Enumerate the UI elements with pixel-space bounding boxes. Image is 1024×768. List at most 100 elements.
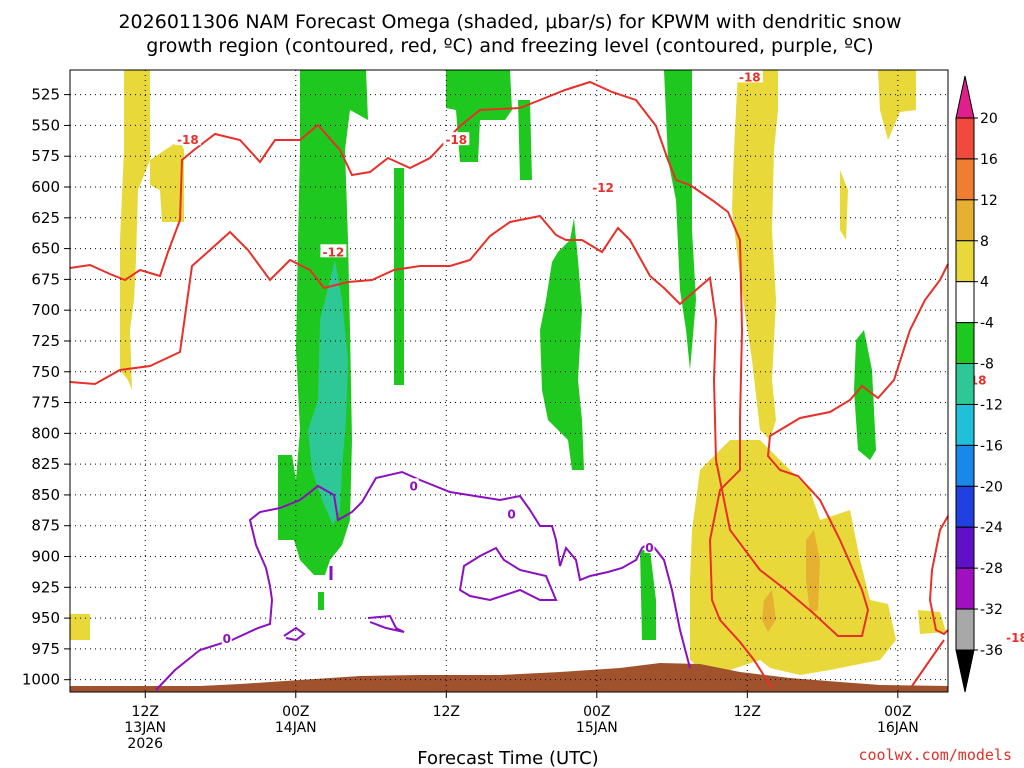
colorbar-tick-label: -28: [980, 561, 1003, 577]
x-axis-label: Forecast Time (UTC): [417, 748, 598, 768]
colorbar-bin: [955, 608, 975, 651]
colorbar-tick-label: 16: [980, 152, 998, 168]
contour-label: 0: [645, 541, 653, 555]
y-tick-label: 650: [31, 240, 60, 258]
freezing-level-loop: [283, 626, 306, 642]
y-tick-label: 675: [31, 270, 60, 288]
freezing-level-loop: [367, 614, 405, 633]
contour-label-bg: [506, 506, 517, 520]
x-tick-label: 16JAN: [877, 720, 919, 736]
contour-label: -12: [592, 181, 614, 195]
contour-label-bg: [320, 244, 347, 258]
colorbar-under-triangle: [955, 649, 975, 693]
colorbar-bin: [955, 403, 975, 446]
y-tick-label: 725: [31, 332, 60, 350]
contour-label: -18: [177, 133, 199, 147]
omega-negative-area: [318, 592, 324, 610]
y-tick-label: 600: [31, 178, 60, 196]
credit-text: coolwx.com/models: [858, 746, 1012, 764]
colorbar-tick-label: -4: [980, 316, 994, 332]
omega-negative-area: [640, 550, 656, 640]
colorbar-bin: [955, 363, 975, 405]
colorbar: 20 16 12 8 4 -4 -8 -12 -16 -20 -24 -28 -32 -36: [955, 75, 1003, 693]
x-tick-label: 12Z: [734, 704, 761, 720]
dgz-contour-upper: [69, 80, 773, 689]
y-tick-label: 1000: [22, 671, 60, 689]
contour-label: -18: [739, 70, 761, 84]
contour-label: 0: [507, 508, 515, 522]
contour-label-bg: [736, 69, 763, 83]
y-tick-label: 550: [31, 116, 60, 134]
colorbar-bin: [955, 281, 975, 324]
omega-positive-area: [806, 530, 820, 612]
x-tick-label: 00Z: [583, 704, 610, 720]
omega-shading: [70, 70, 946, 675]
contour-label-bg: [221, 631, 232, 645]
omega-positive-area: [878, 70, 916, 140]
y-tick-label: 525: [31, 86, 60, 104]
y-tick-label: 700: [31, 301, 60, 319]
omega-positive-area: [70, 614, 90, 640]
omega-negative-area: [854, 330, 876, 460]
contour-label-bg: [590, 180, 617, 194]
colorbar-tick-label: -20: [980, 479, 1003, 495]
colorbar-tick-label: -32: [980, 602, 1003, 618]
omega-positive-area: [690, 440, 896, 675]
colorbar-tick-label: -8: [980, 357, 994, 373]
freezing-level-loop: [458, 546, 558, 602]
x-tick-label: 00Z: [884, 704, 911, 720]
colorbar-tick-label: 4: [980, 275, 989, 291]
colorbar-bin: [955, 117, 975, 160]
omega-positive-area: [732, 70, 778, 440]
colorbar-bin: [955, 485, 975, 528]
omega-negative-area: [540, 218, 584, 470]
contour-label: 0: [223, 632, 231, 646]
contour-label: -18: [445, 133, 467, 147]
x-tick-label: 12Z: [132, 704, 159, 720]
contour-label-bg: [443, 132, 470, 146]
y-tick-label: 900: [31, 548, 60, 566]
chart-title-line-1: 2026011306 NAM Forecast Omega (shaded, μ…: [118, 11, 901, 33]
x-tick-label: 14JAN: [275, 720, 317, 736]
colorbar-bin: [955, 240, 975, 283]
omega-negative-area: [664, 70, 696, 370]
colorbar-tick-label: -16: [980, 438, 1003, 454]
y-tick-label: 875: [31, 517, 60, 535]
y-tick-label: 575: [31, 147, 60, 165]
colorbar-over-triangle: [955, 75, 975, 119]
omega-negative-area: [308, 260, 348, 525]
y-tick-label: 625: [31, 209, 60, 227]
y-tick-label: 950: [31, 609, 60, 627]
colorbar-bin: [955, 567, 975, 610]
colorbar-bin: [955, 322, 975, 365]
dgz-contour-low-level: [911, 515, 949, 687]
dgz-contours: [69, 80, 949, 689]
contour-label: 0: [409, 479, 417, 493]
y-tick-label: 975: [31, 640, 60, 658]
contour-label: -12: [323, 245, 345, 259]
chart-title-line-2: growth region (contoured, red, ºC) and f…: [146, 35, 873, 57]
contour-label-bg: [1003, 629, 1024, 643]
freezing-level-line: [155, 470, 691, 691]
contour-label-bg: [174, 132, 201, 146]
y-tick-label: 800: [31, 424, 60, 442]
contour-label-bg: [644, 539, 655, 553]
x-tick-label: 15JAN: [576, 720, 618, 736]
x-tick-label: 12Z: [433, 704, 460, 720]
omega-positive-area: [918, 610, 946, 634]
y-tick-label: 925: [31, 578, 60, 596]
plot-frame: [69, 69, 949, 693]
colorbar-tick-label: -12: [980, 397, 1003, 413]
contour-label-bg: [408, 478, 419, 492]
omega-negative-area: [394, 168, 404, 385]
y-tick-label: 850: [31, 486, 60, 504]
colorbar-tick-label: -24: [980, 520, 1003, 536]
omega-positive-area: [120, 70, 184, 390]
dgz-contour-lower: [69, 214, 949, 637]
colorbar-tick-label: 8: [980, 234, 989, 250]
colorbar-bin: [955, 526, 975, 569]
surface-terrain: [70, 663, 948, 692]
contour-label: -18: [1006, 631, 1024, 645]
